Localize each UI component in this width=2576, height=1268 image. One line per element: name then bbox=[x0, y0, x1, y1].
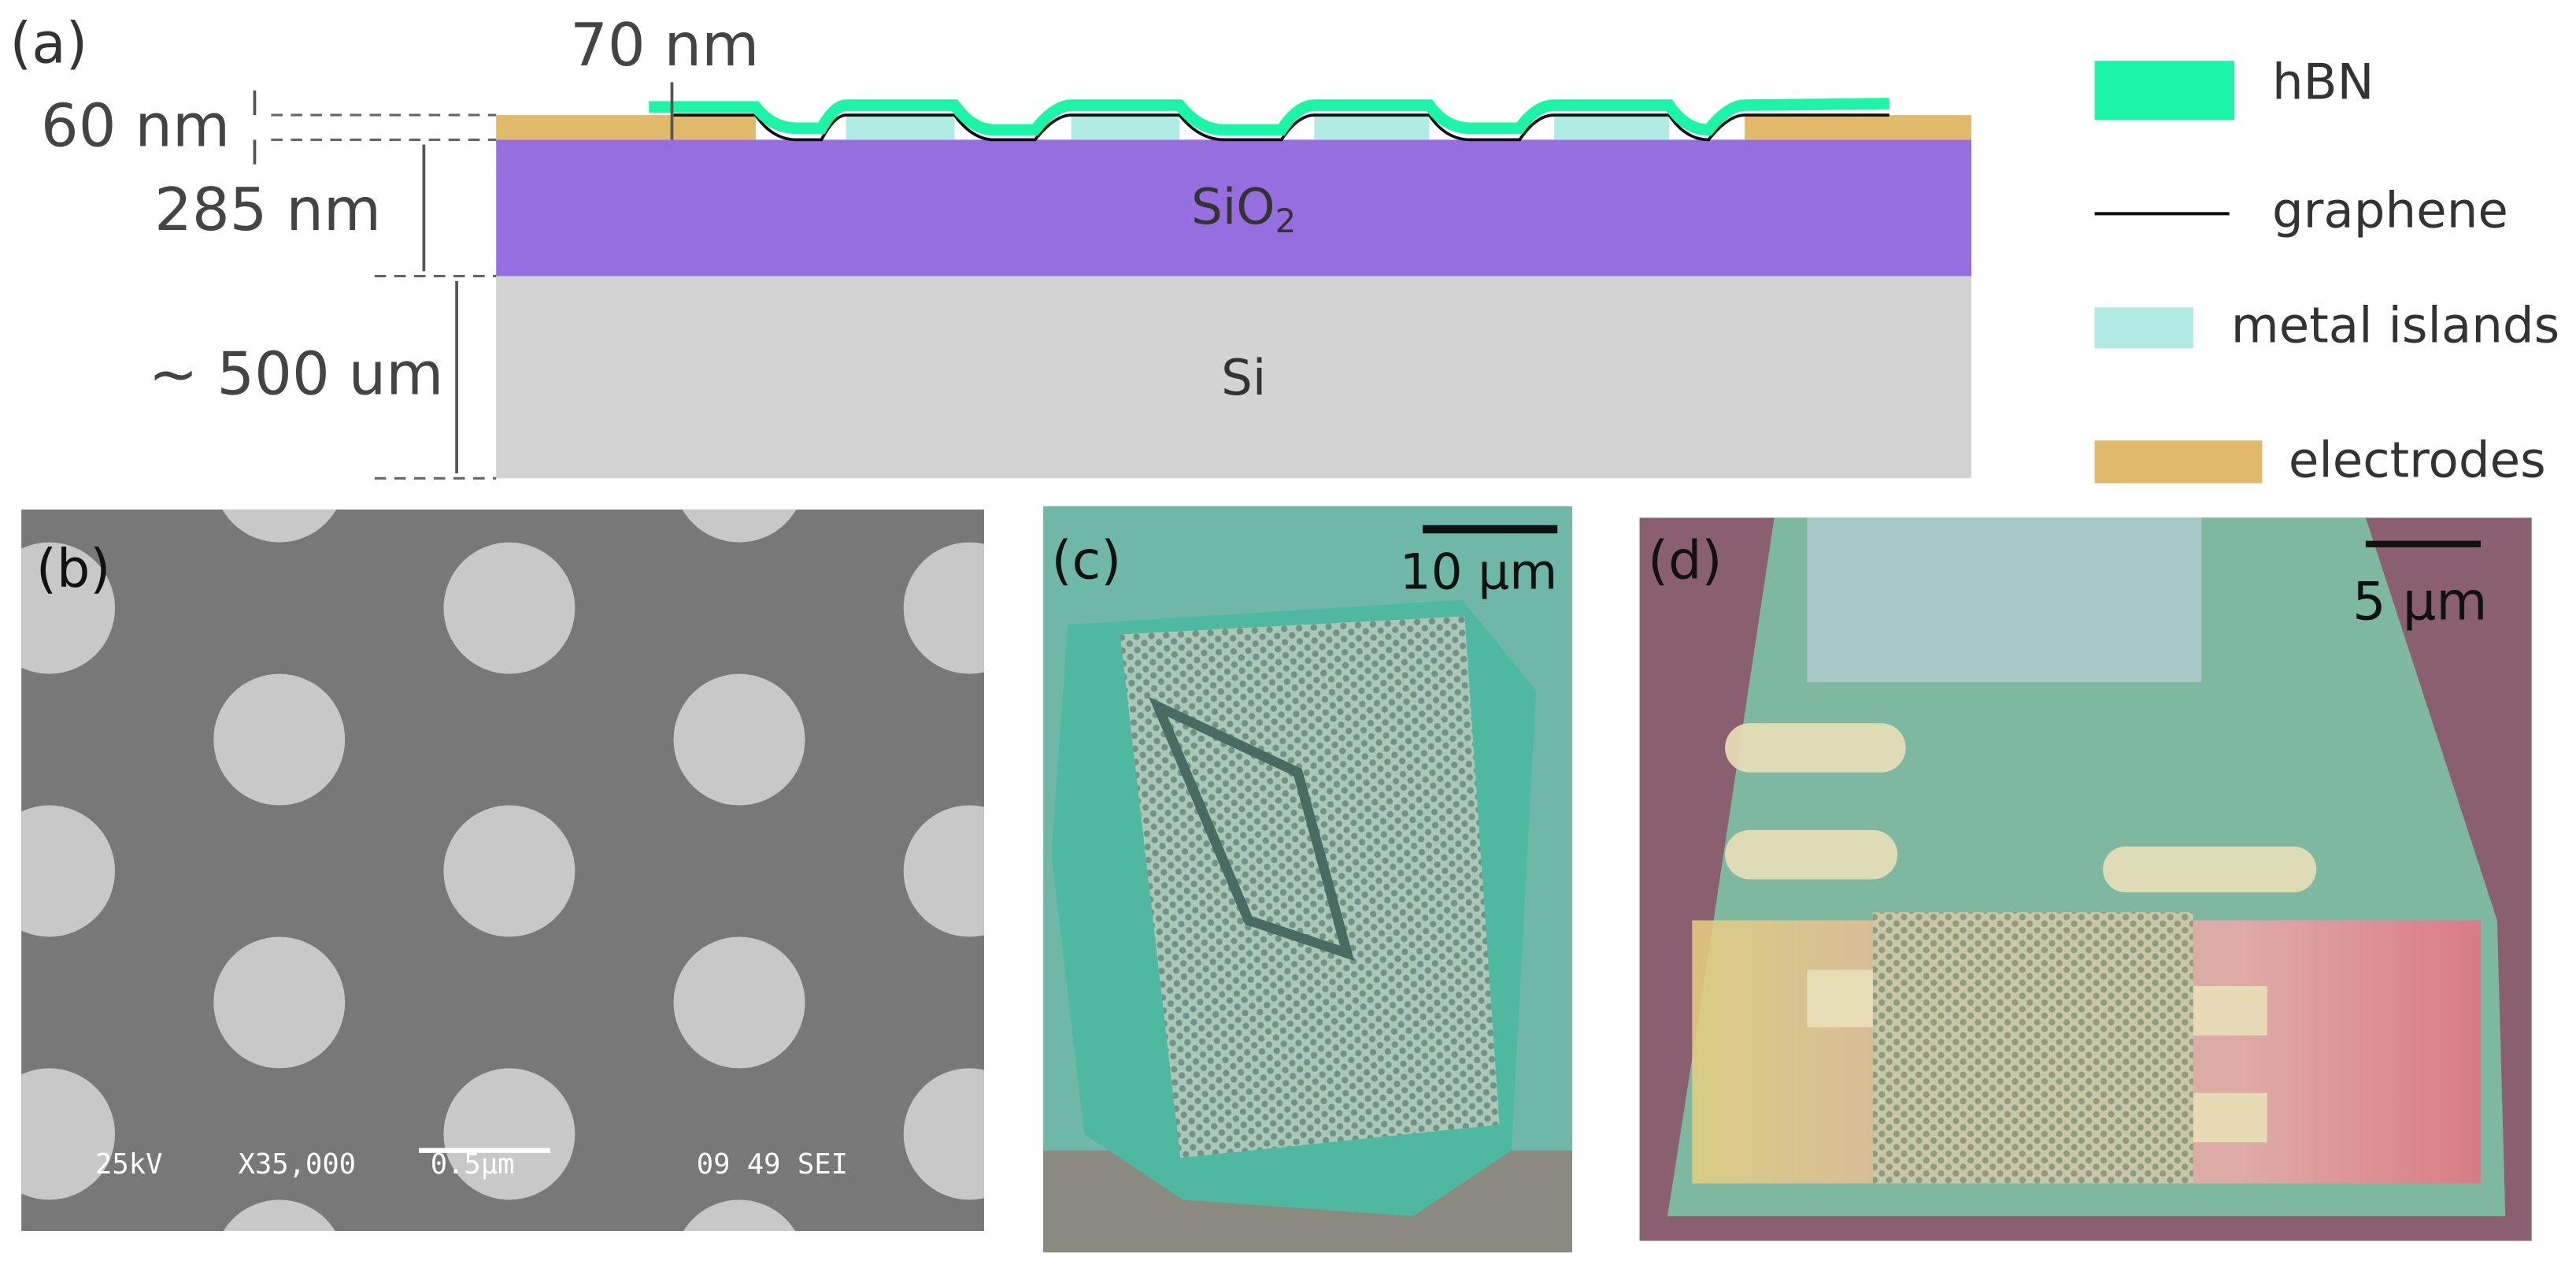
pillar bbox=[682, 509, 797, 543]
panel-a: (a) SiO2 Si 70 nm 60 nm 285 nm ~ 500 um … bbox=[10, 10, 2560, 488]
pillar bbox=[213, 936, 346, 1069]
legend-label: hBN bbox=[2272, 54, 2374, 111]
panel-label: (b) bbox=[36, 538, 110, 599]
scale-label: 5 μm bbox=[2352, 571, 2487, 632]
scale-label: 10 μm bbox=[1400, 543, 1557, 600]
pillar bbox=[213, 673, 346, 806]
dim-label: 285 nm bbox=[154, 175, 381, 244]
panel-d: (d) 5 μm bbox=[1639, 517, 2532, 1241]
pillar bbox=[21, 1068, 116, 1200]
dim-label: ~ 500 um bbox=[149, 339, 444, 408]
graphene bbox=[673, 113, 1889, 142]
pillar bbox=[443, 542, 576, 674]
hbn bbox=[649, 98, 1889, 136]
electrode bbox=[496, 115, 756, 140]
panel-label: (d) bbox=[1648, 529, 1722, 591]
pillar bbox=[443, 805, 576, 937]
pillar bbox=[443, 1068, 576, 1200]
pillar bbox=[21, 805, 116, 937]
sem-pillars bbox=[21, 509, 984, 1232]
pillar bbox=[683, 1199, 796, 1232]
metal-islands bbox=[846, 115, 1670, 140]
panel-label: (c) bbox=[1052, 529, 1122, 591]
sem-info: X35,000 bbox=[239, 1148, 356, 1181]
panel-c: (c) 10 μm bbox=[1043, 506, 1573, 1253]
legend-label: graphene bbox=[2272, 181, 2508, 239]
legend-label: metal islands bbox=[2231, 296, 2559, 354]
pillar bbox=[21, 542, 116, 674]
panel-b: (b) 25kV X35,000 0.5μm 09 49 SEI bbox=[21, 509, 984, 1232]
pillar bbox=[673, 673, 805, 806]
pillar bbox=[673, 936, 805, 1069]
sem-info: 25kV bbox=[95, 1148, 162, 1181]
sio2-layer bbox=[496, 139, 1972, 276]
pillar bbox=[903, 1068, 984, 1200]
pillar bbox=[223, 1199, 335, 1232]
pillar bbox=[903, 805, 984, 937]
dim-label: 70 nm bbox=[570, 10, 759, 80]
si-layer bbox=[496, 276, 1972, 479]
sio2-label: SiO2 bbox=[1191, 178, 1296, 240]
si-label: Si bbox=[1221, 349, 1266, 406]
pillar bbox=[222, 509, 337, 543]
legend: hBN graphene metal islands electrodes bbox=[2094, 54, 2559, 489]
dim-label: 60 nm bbox=[41, 91, 230, 160]
sem-info: 0.5μm bbox=[431, 1148, 515, 1181]
legend-label: electrodes bbox=[2289, 432, 2546, 489]
pillar bbox=[903, 542, 984, 674]
electrode bbox=[1745, 115, 1972, 140]
sem-info: 09 49 SEI bbox=[697, 1148, 848, 1181]
panel-label: (a) bbox=[10, 10, 88, 76]
